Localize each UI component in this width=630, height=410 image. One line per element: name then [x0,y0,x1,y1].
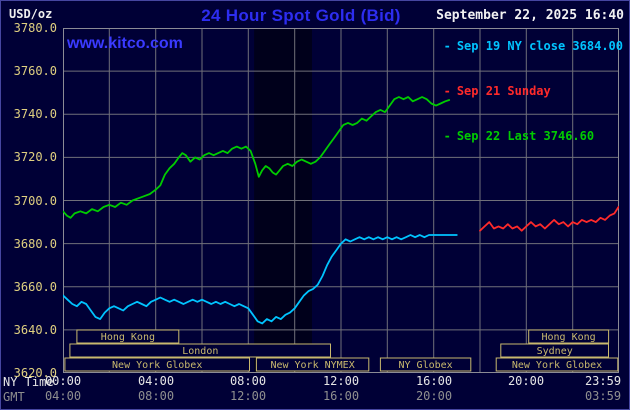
kitco-url-link[interactable]: www.kitco.com [67,35,183,52]
session-box [255,357,370,372]
y-tick-label: 3620.0 [13,366,57,380]
legend-label-sep22: Sep 22 Last 3746.60 [456,129,595,143]
legend-item-sep22: - Sep 22 Last 3746.60 [400,114,623,159]
x-tick-gmt-label: 08:00 [137,389,175,403]
legend-dash-icon: - [443,39,451,53]
x-tick-gmt-label: 16:00 [322,389,360,403]
plot-area: Hong Kong Hong Kong London Sydney New York G… [62,28,620,373]
legend-dash-icon: - [443,84,451,98]
session-box [379,357,472,372]
gmt-axis-label: GMT [3,390,25,404]
y-tick-label: 3720.0 [13,150,57,164]
y-axis-labels: 3780.0 3760.0 3740.0 3720.0 3700.0 3680.0 3660… [1,1,59,409]
x-tick-gmt-label: 04:00 [44,389,82,403]
legend-item-sep19: - Sep 19 NY close 3684.00 [400,24,623,69]
x-tick-ny-label: 20:00 [507,374,545,388]
y-tick-label: 3760.0 [13,64,57,78]
x-tick-ny-label: 23:59 [584,374,622,388]
ny-time-axis-label: NY Time [3,375,54,389]
chart-datetime: September 22, 2025 16:40 [436,8,624,23]
x-tick-gmt-label: 03:59 [584,389,622,403]
price-line-sep19 [62,234,458,325]
session-box [500,343,609,358]
session-label: Sydney [537,346,573,357]
session-box [528,329,610,344]
session-label: New York Globex [512,360,602,371]
session-box [64,357,251,372]
session-box [495,357,619,372]
price-line-sep22 [62,96,451,219]
legend-label-sep21: Sep 21 Sunday [456,84,551,98]
chart-title: 24 Hour Spot Gold (Bid) [201,6,401,25]
session-label: Hong Kong [101,332,155,343]
legend-label-sep19: Sep 19 NY close 3684.00 [456,39,623,53]
price-line-sep21 [479,206,620,232]
legend-dash-icon: - [443,129,451,143]
session-label: Hong Kong [542,332,596,343]
x-tick-gmt-label: 12:00 [229,389,267,403]
y-tick-label: 3740.0 [13,107,57,121]
plot-border [63,28,619,373]
y-tick-label: 3700.0 [13,194,57,208]
gold-price-chart: Hong Kong Hong Kong London Sydney New York G… [62,28,620,373]
x-tick-ny-label: 12:00 [322,374,360,388]
session-box [76,329,180,344]
session-label: New York NYMEX [270,360,354,371]
price-unit-label: USD/oz [9,7,53,21]
y-tick-label: 3680.0 [13,237,57,251]
legend-item-sep21: - Sep 21 Sunday [400,69,623,114]
x-tick-ny-label: 00:00 [44,374,82,388]
session-label: London [182,346,218,357]
session-box [69,343,332,358]
session-label: New York Globex [112,360,202,371]
x-tick-ny-label: 16:00 [415,374,453,388]
x-tick-gmt-label: 20:00 [415,389,453,403]
y-tick-label: 3660.0 [13,280,57,294]
x-tick-ny-label: 08:00 [229,374,267,388]
y-tick-label: 3640.0 [13,323,57,337]
session-label: NY Globex [399,360,453,371]
chart-legend: - Sep 19 NY close 3684.00 - Sep 21 Sunday … [400,24,623,159]
x-tick-ny-label: 04:00 [137,374,175,388]
y-tick-label: 3780.0 [13,21,57,35]
